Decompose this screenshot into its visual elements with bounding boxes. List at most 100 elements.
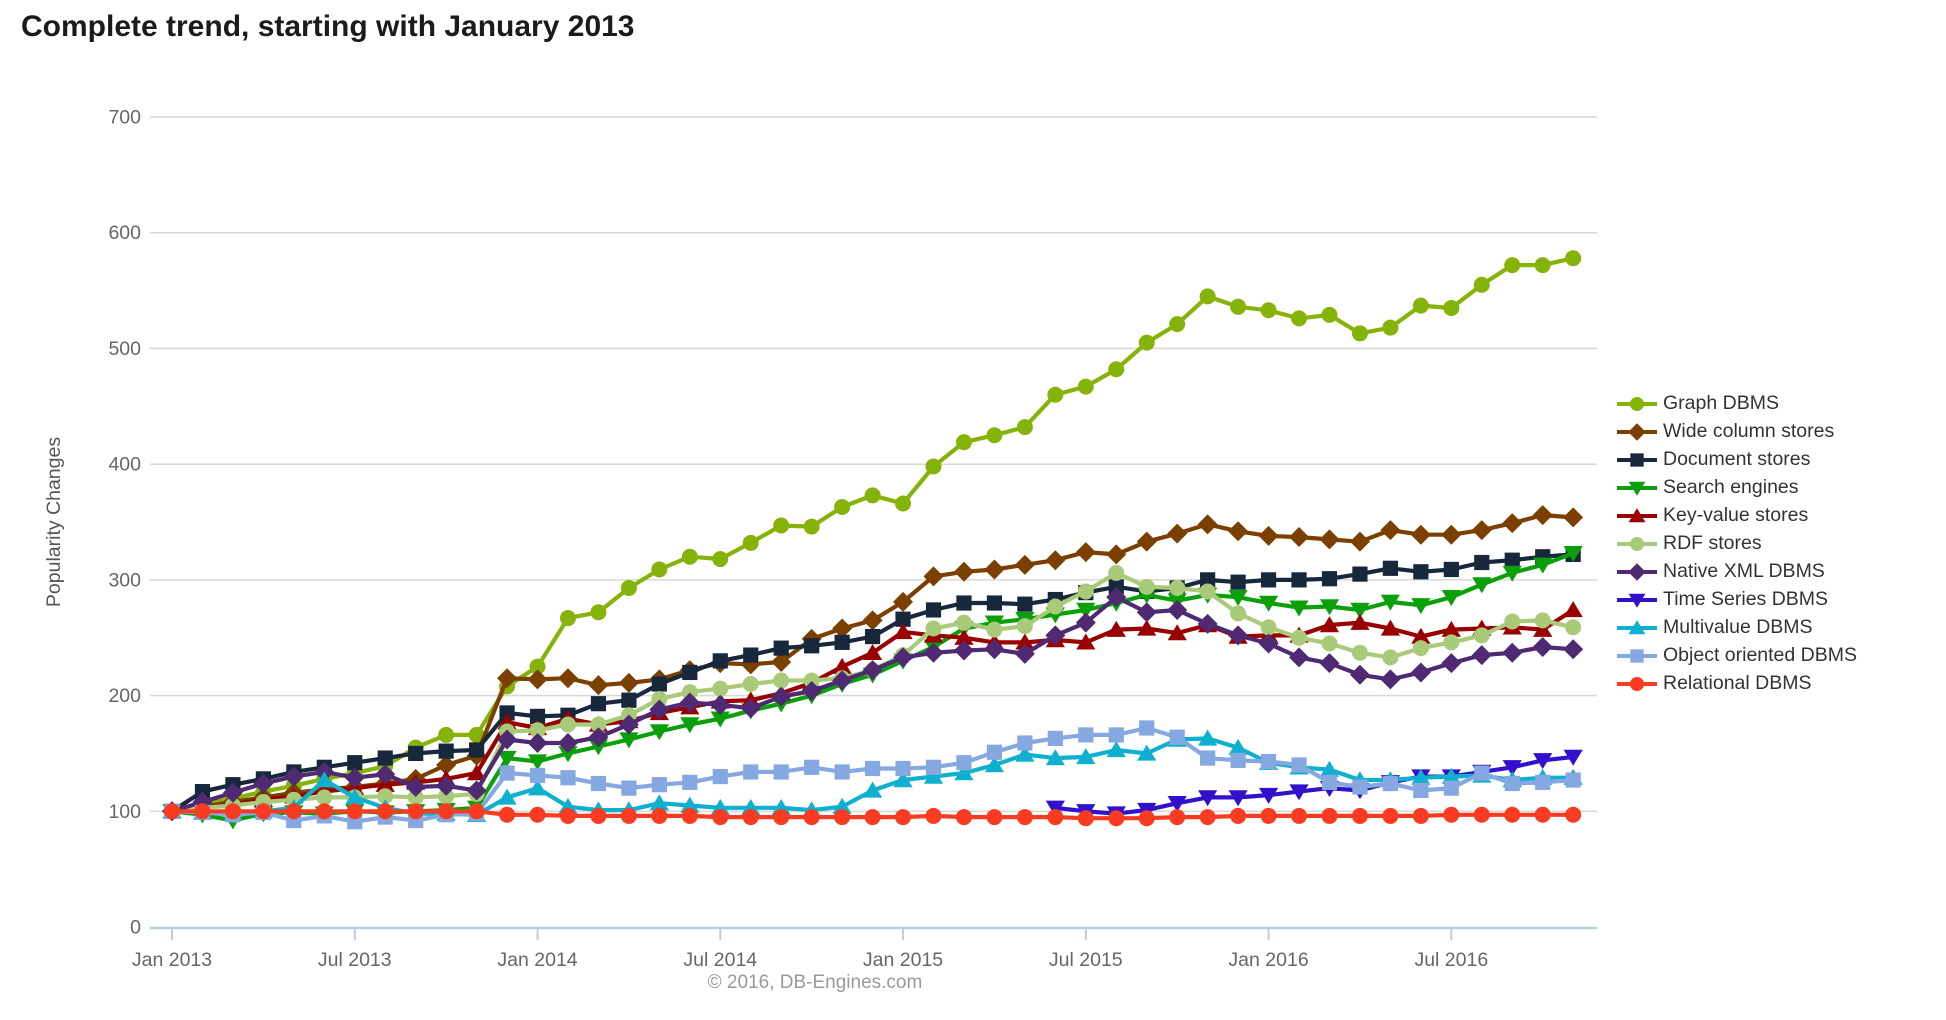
series-point-multivalue-dbms	[862, 781, 883, 798]
series-point-multivalue-dbms	[649, 794, 669, 811]
series-point-relational-dbms	[194, 803, 211, 820]
series-point-native-xml-dbms	[1106, 587, 1127, 608]
legend-item-graph-dbms[interactable]: Graph DBMS	[1616, 390, 1857, 418]
series-point-graph-dbms	[559, 610, 576, 627]
series-point-graph-dbms	[1108, 361, 1125, 378]
series-point-key-value-stores	[467, 764, 487, 781]
series-point-rdf-stores	[438, 788, 455, 805]
series-point-key-value-stores	[1380, 619, 1400, 636]
legend-item-wide-column-stores[interactable]: Wide column stores	[1616, 418, 1857, 446]
series-point-object-oriented-dbms	[1352, 779, 1368, 795]
x-axis: Jan 2013 Jul 2013 Jan 2014 Jul 2014 Jan 2015…	[132, 926, 1597, 971]
legend-item-relational-dbms[interactable]: Relational DBMS	[1616, 670, 1857, 698]
legend-item-search-engines[interactable]: Search engines	[1616, 474, 1857, 502]
series-line-time-series-dbms	[1055, 754, 1574, 816]
series-document-stores	[164, 546, 1581, 819]
series-point-native-xml-dbms	[1532, 636, 1553, 657]
series-point-relational-dbms	[1016, 809, 1033, 826]
series-point-object-oriented-dbms	[529, 767, 546, 784]
series-point-wide-column-stores	[1349, 531, 1370, 552]
series-point-native-xml-dbms	[405, 776, 426, 797]
series-point-graph-dbms	[1351, 325, 1368, 342]
series-point-native-xml-dbms	[253, 773, 274, 794]
series-point-search-engines	[710, 711, 730, 728]
series-point-native-xml-dbms	[679, 692, 700, 713]
series-point-rdf-stores	[407, 789, 424, 806]
series-point-graph-dbms	[1230, 298, 1247, 315]
series-point-wide-column-stores	[497, 668, 518, 689]
series-point-object-oriented-dbms	[895, 760, 911, 777]
series-point-native-xml-dbms	[1410, 662, 1431, 683]
series-point-multivalue-dbms	[314, 771, 334, 788]
series-point-search-engines	[1228, 590, 1248, 607]
y-tick-label-700: 700	[108, 107, 141, 129]
series-point-search-engines	[1502, 565, 1522, 582]
series-point-object-oriented-dbms	[1139, 720, 1155, 736]
series-point-multivalue-dbms	[1076, 748, 1096, 765]
series-point-document-stores	[347, 755, 363, 771]
series-point-relational-dbms	[1321, 807, 1338, 824]
series-point-relational-dbms	[468, 803, 485, 820]
series-point-document-stores	[1382, 560, 1398, 576]
series-point-wide-column-stores	[1197, 514, 1218, 535]
series-point-native-xml-dbms	[1014, 643, 1035, 664]
legend-item-document-stores[interactable]: Document stores	[1616, 446, 1857, 474]
series-point-relational-dbms	[651, 807, 668, 824]
series-point-relational-dbms	[255, 803, 272, 820]
series-point-multivalue-dbms	[1015, 745, 1035, 762]
series-point-native-xml-dbms	[710, 694, 731, 715]
series-point-native-xml-dbms	[984, 639, 1005, 660]
series-point-graph-dbms	[1534, 257, 1551, 274]
series-point-multivalue-dbms	[1137, 744, 1157, 761]
legend-item-object-oriented-dbms[interactable]: Object oriented DBMS	[1616, 642, 1857, 670]
legend-label: Object oriented DBMS	[1663, 644, 1858, 667]
series-line-graph-dbms	[171, 256, 1574, 814]
series-point-search-engines	[588, 739, 609, 756]
legend-label: Native XML DBMS	[1663, 560, 1825, 583]
series-point-rdf-stores	[1534, 612, 1551, 629]
gridlines: 0 100 200 300 400 500 600 700	[108, 107, 1597, 939]
series-point-wide-column-stores	[588, 675, 609, 696]
series-point-relational-dbms	[925, 807, 942, 824]
series-point-search-engines	[527, 754, 548, 771]
series-point-wide-column-stores	[1441, 524, 1462, 545]
series-point-native-xml-dbms	[771, 686, 792, 707]
series-point-wide-column-stores	[1471, 520, 1492, 541]
series-point-multivalue-dbms	[1198, 729, 1218, 746]
legend-item-multivalue-dbms[interactable]: Multivalue DBMS	[1616, 614, 1857, 642]
legend-item-native-xml-dbms[interactable]: Native XML DBMS	[1616, 558, 1857, 586]
legend-marker-triangle-down-icon	[1617, 481, 1657, 496]
series-point-wide-column-stores	[1532, 505, 1553, 526]
chart-title: Complete trend, starting with January 20…	[21, 10, 635, 43]
series-point-relational-dbms	[1260, 807, 1277, 824]
series-point-multivalue-dbms	[680, 796, 700, 813]
series-point-wide-column-stores	[1258, 525, 1279, 546]
legend-marker-glyph	[1630, 397, 1644, 411]
series-point-document-stores	[986, 595, 1003, 611]
series-point-search-engines	[1472, 577, 1492, 594]
series-point-document-stores	[895, 611, 911, 627]
series-point-object-oriented-dbms	[651, 777, 667, 793]
series-point-object-oriented-dbms	[834, 764, 850, 780]
series-point-native-xml-dbms	[649, 699, 670, 720]
series-point-rdf-stores	[1260, 619, 1277, 636]
series-point-time-series-dbms	[1289, 784, 1309, 801]
series-point-graph-dbms	[651, 561, 668, 578]
legend-item-time-series-dbms[interactable]: Time Series DBMS	[1616, 586, 1857, 614]
legend-item-rdf-stores[interactable]: RDF stores	[1616, 530, 1857, 558]
legend-marker-square-icon	[1617, 453, 1657, 467]
series-point-multivalue-dbms	[832, 797, 852, 814]
series-point-wide-column-stores	[1106, 544, 1127, 565]
series-point-rdf-stores	[1321, 635, 1338, 652]
series-point-graph-dbms	[1504, 257, 1521, 274]
series-point-search-engines	[680, 717, 700, 734]
series-point-rdf-stores	[1016, 618, 1033, 635]
legend-marker-triangle-down-icon	[1617, 593, 1657, 608]
series-point-wide-column-stores	[618, 672, 639, 693]
series-point-rdf-stores	[986, 621, 1003, 638]
series-point-native-xml-dbms	[1441, 653, 1462, 674]
series-point-document-stores	[1352, 566, 1368, 582]
series-point-document-stores	[1108, 579, 1124, 595]
legend-item-key-value-stores[interactable]: Key-value stores	[1616, 502, 1857, 530]
legend-marker-diamond-icon	[1617, 563, 1657, 581]
